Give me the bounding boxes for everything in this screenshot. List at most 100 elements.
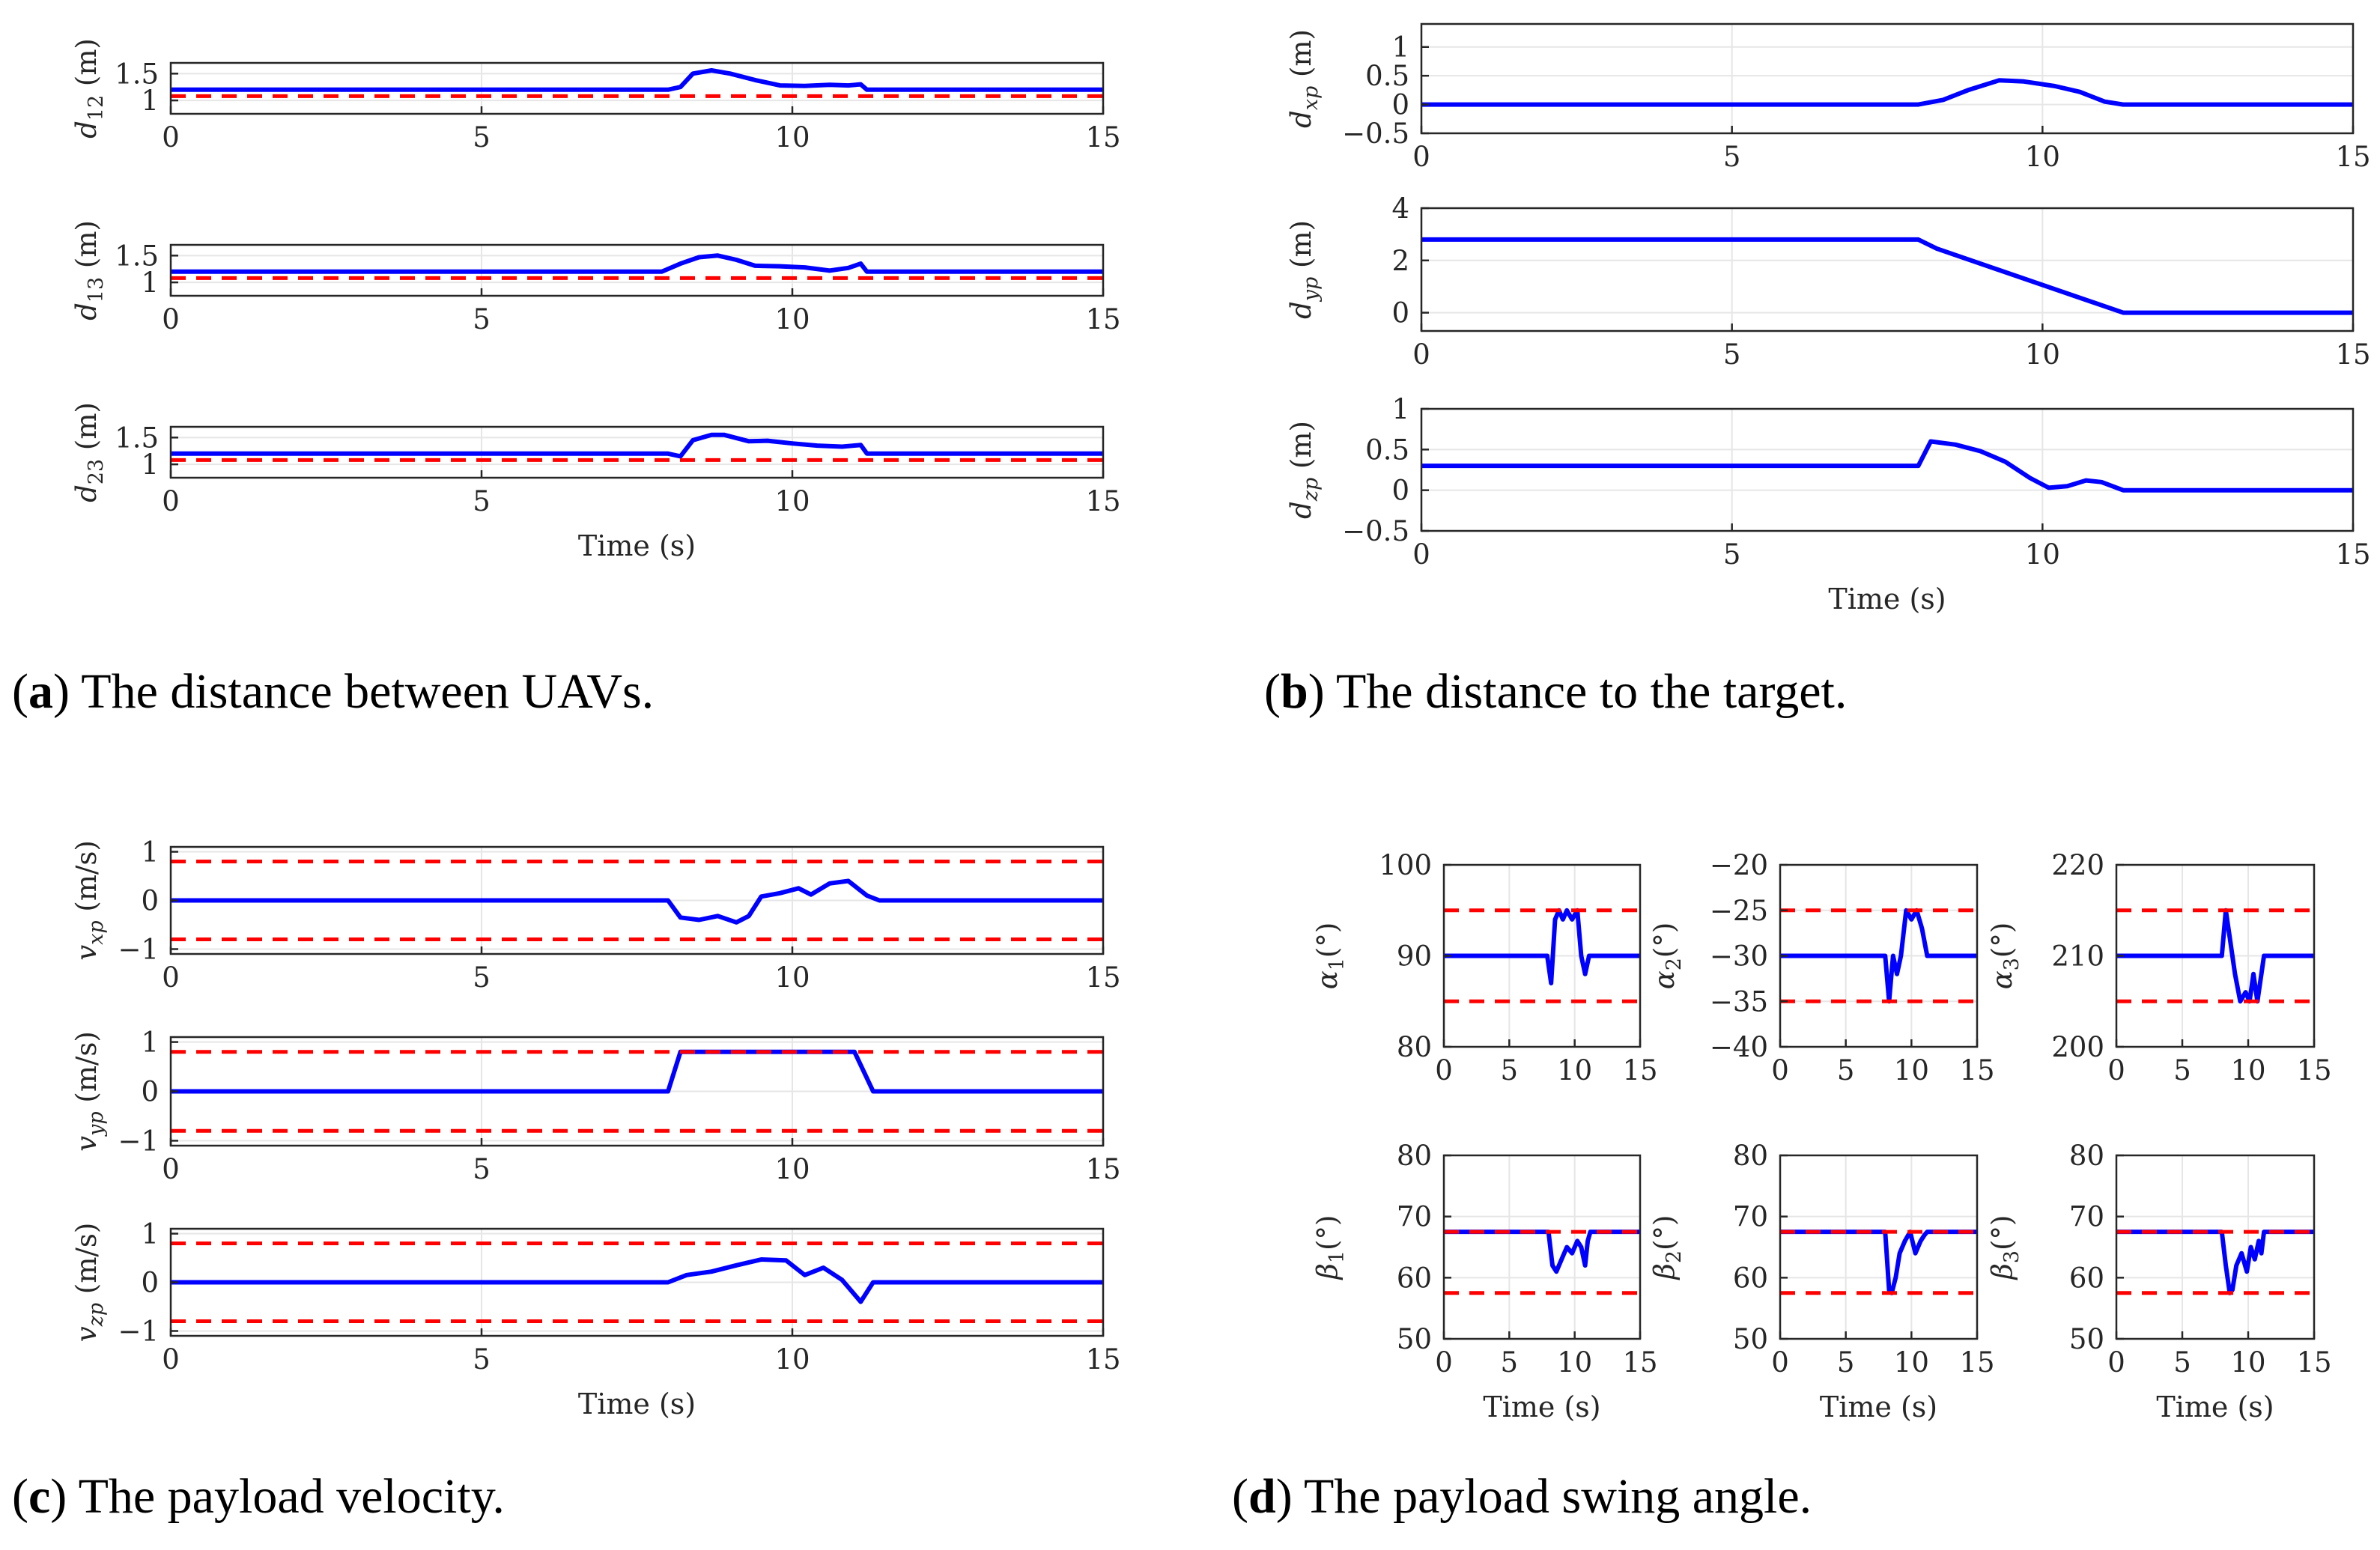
x-tick-label: 5 bbox=[1501, 1346, 1519, 1379]
y-tick-label: 1 bbox=[141, 1027, 159, 1059]
chart-alpha1: 0 5 10 15 80 90 100 α1(°) bbox=[1311, 849, 1658, 1086]
y-tick-label: 50 bbox=[1733, 1323, 1768, 1355]
y-tick-label: 0 bbox=[141, 1267, 159, 1299]
ylabel-vxp-sym: v bbox=[70, 945, 103, 961]
caption-b: (b) The distance to the target. bbox=[1264, 664, 1847, 719]
x-tick-label: 0 bbox=[1435, 1346, 1453, 1379]
series-velocity-vxp bbox=[171, 878, 1103, 925]
x-tick-label: 15 bbox=[2335, 338, 2370, 371]
y-tick-label: −1 bbox=[118, 934, 159, 966]
ylabel-alpha3-unit: (°) bbox=[1986, 923, 2018, 958]
ylabel-dxp-sym: d bbox=[1285, 110, 1317, 128]
y-tick-label: 0 bbox=[1391, 89, 1409, 121]
caption-d-letter: d bbox=[1248, 1469, 1276, 1524]
y-tick-label: 50 bbox=[2069, 1323, 2104, 1355]
ylabel-vxp-sub: xp bbox=[85, 920, 108, 945]
y-tick-label: 70 bbox=[1733, 1201, 1768, 1233]
y-axis-label: vzp (m/s) bbox=[70, 1223, 108, 1343]
y-tick-label: 80 bbox=[1397, 1031, 1432, 1063]
x-tick-label: 10 bbox=[774, 121, 810, 154]
ylabel-alpha2-unit: (°) bbox=[1648, 923, 1681, 958]
ylabel-beta1-sym: β bbox=[1311, 1263, 1344, 1280]
ylabel-d23-unit: (m) bbox=[70, 402, 103, 459]
plot-area bbox=[1444, 1155, 1640, 1339]
x-tick-label: 0 bbox=[1771, 1346, 1789, 1379]
x-tick-label: 10 bbox=[2025, 538, 2060, 571]
y-axis-label: dzp (m) bbox=[1285, 421, 1323, 519]
y-tick-label: 220 bbox=[2051, 849, 2104, 881]
y-tick-label: 0 bbox=[1391, 297, 1409, 329]
x-tick-label: 5 bbox=[473, 303, 491, 335]
ylabel-beta2-sub: 2 bbox=[1663, 1250, 1686, 1263]
ylabel-vzp-sym: v bbox=[70, 1326, 103, 1342]
ylabel-beta2-sym: β bbox=[1648, 1263, 1681, 1280]
ylabel-beta3-sub: 3 bbox=[2000, 1250, 2024, 1263]
ylabel-dyp-sub: yp bbox=[1299, 277, 1323, 303]
x-tick-label: 15 bbox=[1622, 1054, 1657, 1086]
x-tick-label: 0 bbox=[1412, 538, 1430, 571]
series-distance-dxp bbox=[1421, 78, 2353, 107]
x-tick-label: 0 bbox=[1771, 1054, 1789, 1086]
chart-beta1: 0 5 10 15 50 60 70 80 β1(°) Time (s) bbox=[1311, 1140, 1658, 1423]
x-axis-label: Time (s) bbox=[578, 529, 696, 562]
y-axis-label: d23 (m) bbox=[70, 402, 108, 502]
x-tick-label: 10 bbox=[2025, 338, 2060, 371]
y-axis-label: α3(°) bbox=[1986, 923, 2024, 990]
axes-frame bbox=[169, 425, 1105, 479]
y-tick-label: −0.5 bbox=[1342, 118, 1409, 150]
y-tick-label: 70 bbox=[1397, 1201, 1432, 1233]
series-distance-dyp bbox=[1421, 237, 2353, 315]
y-tick-label: 80 bbox=[1397, 1140, 1432, 1172]
x-tick-label: 5 bbox=[1723, 141, 1741, 173]
x-tick-label: 10 bbox=[2025, 141, 2060, 173]
ylabel-dyp-sym: d bbox=[1285, 301, 1317, 319]
y-axis-label: β1(°) bbox=[1311, 1215, 1349, 1281]
y-tick-label: −0.5 bbox=[1342, 515, 1409, 547]
axes-frame bbox=[1779, 1154, 1979, 1340]
x-tick-label: 0 bbox=[162, 1153, 180, 1185]
y-tick-label: 210 bbox=[2051, 940, 2104, 973]
ylabel-d12-unit: (m) bbox=[70, 38, 103, 95]
y-tick-label: 2 bbox=[1391, 245, 1409, 277]
y-axis-label: α1(°) bbox=[1311, 923, 1349, 990]
x-tick-label: 10 bbox=[774, 485, 810, 517]
y-tick-label: 1 bbox=[141, 1218, 159, 1250]
ylabel-vyp-sym: v bbox=[70, 1136, 103, 1152]
ylabel-d13-unit: (m) bbox=[70, 220, 103, 277]
x-tick-label: 15 bbox=[2335, 141, 2370, 173]
y-axis-label: β3(°) bbox=[1986, 1215, 2024, 1281]
x-tick-label: 5 bbox=[1501, 1054, 1519, 1086]
x-tick-label: 5 bbox=[2173, 1346, 2191, 1379]
x-tick-label: 10 bbox=[774, 1343, 810, 1376]
series-distance-dzp bbox=[1421, 439, 2353, 493]
y-tick-label: 60 bbox=[2069, 1262, 2104, 1294]
chart-alpha2: 0 5 10 15 −40 −35 −30 −25 −20 α2(°) bbox=[1648, 849, 1995, 1086]
ylabel-d13-sub: 13 bbox=[85, 277, 108, 303]
x-axis-label: Time (s) bbox=[1483, 1391, 1600, 1423]
caption-a-letter: a bbox=[28, 664, 53, 719]
x-tick-label: 15 bbox=[1085, 485, 1120, 517]
ylabel-d13-sym: d bbox=[70, 303, 103, 320]
series-angle-alpha2 bbox=[1780, 908, 1977, 1004]
caption-c: (c) The payload velocity. bbox=[12, 1469, 505, 1524]
series-distance-d12 bbox=[171, 68, 1103, 92]
x-tick-label: 15 bbox=[2296, 1054, 2331, 1086]
series-angle-beta2 bbox=[1780, 1230, 1977, 1295]
x-tick-label: 5 bbox=[2173, 1054, 2191, 1086]
ylabel-vyp-unit: (m/s) bbox=[70, 1031, 103, 1111]
y-tick-label: 50 bbox=[1397, 1323, 1432, 1355]
series-distance-d23 bbox=[171, 432, 1103, 459]
ylabel-vyp-sub: yp bbox=[85, 1111, 108, 1137]
x-axis-label: Time (s) bbox=[578, 1388, 696, 1420]
ylabel-dxp-sub: xp bbox=[1299, 86, 1323, 111]
ylabel-alpha2-sym: α bbox=[1648, 970, 1681, 989]
x-tick-label: 0 bbox=[2107, 1054, 2125, 1086]
axes-frame bbox=[1420, 22, 2355, 135]
x-tick-label: 5 bbox=[473, 121, 491, 154]
x-axis-label: Time (s) bbox=[1828, 583, 1946, 616]
x-tick-label: 10 bbox=[1894, 1054, 1929, 1086]
